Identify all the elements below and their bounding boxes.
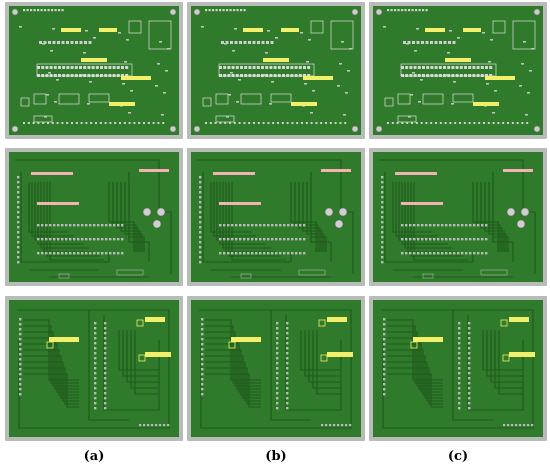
- pcb-panel-c2: [369, 148, 547, 286]
- pcb-top-copper-a: [15, 159, 172, 279]
- pcb-bottom-copper-c: [381, 309, 535, 429]
- pcb-top-assembly-a: [11, 8, 177, 133]
- pcb-bottom-copper-a: [17, 309, 171, 429]
- pcb-panel-b1: [187, 2, 365, 139]
- pcb-bottom-copper-b: [199, 309, 353, 429]
- pcb-top-copper-c: [379, 159, 536, 279]
- pcb-panel-a3: [5, 296, 183, 441]
- pcb-panel-a2: [5, 148, 183, 286]
- pcb-top-assembly-b: [193, 8, 359, 133]
- pcb-panel-c1: [369, 2, 547, 139]
- column-label-c: (c): [447, 449, 469, 464]
- column-label-b: (b): [265, 449, 287, 464]
- pcb-panel-b2: [187, 148, 365, 286]
- pcb-top-assembly-c: [375, 8, 541, 133]
- column-label-a: (a): [83, 449, 105, 464]
- pcb-panel-b3: [187, 296, 365, 441]
- pcb-panel-a1: [5, 2, 183, 139]
- pcb-panel-c3: [369, 296, 547, 441]
- pcb-top-copper-b: [197, 159, 354, 279]
